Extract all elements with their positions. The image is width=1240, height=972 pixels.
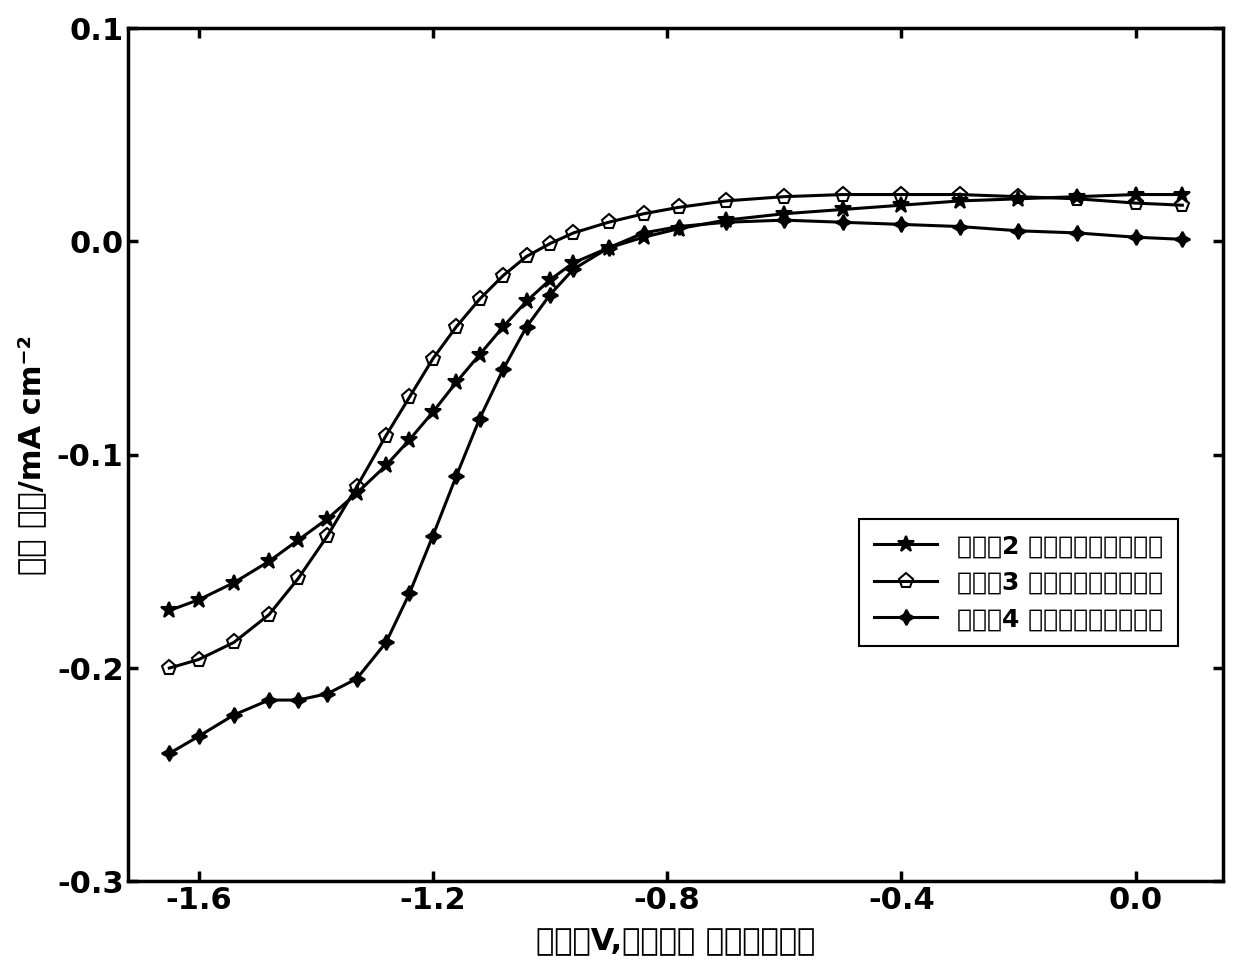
实施例2 二氧化碳还原催化剂 bbox=[496, 321, 511, 332]
实施例3 二氧化碳还原催化剂 bbox=[262, 608, 277, 620]
实施例3 二氧化碳还原催化剂 bbox=[565, 227, 580, 239]
实施例2 二氧化碳还原催化剂 bbox=[350, 487, 365, 499]
实施例2 二氧化碳还原催化剂 bbox=[894, 199, 909, 211]
实施例3 二氧化碳还原催化剂 bbox=[191, 654, 206, 666]
实施例3 二氧化碳还原催化剂 bbox=[601, 217, 616, 228]
实施例2 二氧化碳还原催化剂 bbox=[425, 406, 440, 418]
实施例4 二氧化碳还原催化剂 bbox=[1070, 227, 1085, 239]
实施例2 二氧化碳还原催化剂 bbox=[776, 208, 791, 220]
实施例3 二氧化碳还原催化剂 bbox=[952, 189, 967, 200]
实施例2 二氧化碳还原催化剂 bbox=[601, 242, 616, 254]
实施例3 二氧化碳还原催化剂 bbox=[350, 481, 365, 493]
实施例2 二氧化碳还原催化剂 bbox=[191, 594, 206, 606]
Line: 实施例2 二氧化碳还原催化剂: 实施例2 二氧化碳还原催化剂 bbox=[161, 187, 1190, 619]
实施例3 二氧化碳还原催化剂 bbox=[836, 189, 851, 200]
实施例4 二氧化碳还原催化剂 bbox=[320, 688, 335, 700]
实施例3 二氧化碳还原催化剂 bbox=[1011, 191, 1025, 202]
实施例2 二氧化碳还原催化剂 bbox=[543, 274, 558, 286]
实施例4 二氧化碳还原催化剂 bbox=[543, 289, 558, 300]
实施例2 二氧化碳还原催化剂 bbox=[1011, 193, 1025, 205]
Line: 实施例3 二氧化碳还原催化剂: 实施例3 二氧化碳还原催化剂 bbox=[161, 187, 1190, 676]
实施例2 二氧化碳还原催化剂 bbox=[262, 556, 277, 568]
实施例2 二氧化碳还原催化剂 bbox=[718, 214, 733, 226]
实施例4 二氧化碳还原催化剂 bbox=[718, 217, 733, 228]
实施例3 二氧化碳还原催化剂 bbox=[520, 251, 534, 262]
实施例3 二氧化碳还原催化剂 bbox=[402, 392, 417, 403]
Legend: 实施例2 二氧化碳还原催化剂, 实施例3 二氧化碳还原催化剂, 实施例4 二氧化碳还原催化剂: 实施例2 二氧化碳还原催化剂, 实施例3 二氧化碳还原催化剂, 实施例4 二氧化… bbox=[859, 519, 1178, 646]
实施例3 二氧化碳还原催化剂 bbox=[472, 294, 487, 305]
实施例3 二氧化碳还原催化剂 bbox=[776, 191, 791, 202]
实施例3 二氧化碳还原催化剂 bbox=[1128, 197, 1143, 209]
实施例2 二氧化碳还原催化剂 bbox=[402, 434, 417, 446]
实施例3 二氧化碳还原催化剂 bbox=[290, 573, 305, 584]
X-axis label: 电位（V,相对于饱 和甘汞电极）: 电位（V,相对于饱 和甘汞电极） bbox=[536, 926, 816, 955]
实施例3 二氧化碳还原催化剂 bbox=[636, 208, 651, 220]
实施例2 二氧化碳还原催化剂 bbox=[636, 231, 651, 243]
实施例4 二氧化碳还原催化剂 bbox=[496, 364, 511, 375]
实施例4 二氧化碳还原催化剂 bbox=[1128, 231, 1143, 243]
实施例4 二氧化碳还原催化剂 bbox=[601, 242, 616, 254]
实施例3 二氧化碳还原催化剂 bbox=[1070, 193, 1085, 205]
实施例3 二氧化碳还原催化剂 bbox=[378, 430, 393, 441]
实施例4 二氧化碳还原催化剂 bbox=[836, 217, 851, 228]
实施例3 二氧化碳还原催化剂 bbox=[162, 662, 177, 674]
实施例4 二氧化碳还原催化剂 bbox=[227, 710, 242, 721]
实施例4 二氧化碳还原催化剂 bbox=[378, 637, 393, 648]
实施例2 二氧化碳还原催化剂 bbox=[1070, 191, 1085, 202]
实施例4 二氧化碳还原催化剂 bbox=[449, 470, 464, 482]
实施例2 二氧化碳还原催化剂 bbox=[449, 376, 464, 388]
实施例4 二氧化碳还原催化剂 bbox=[952, 221, 967, 232]
实施例4 二氧化碳还原催化剂 bbox=[402, 588, 417, 600]
Y-axis label: 电流 密度/mA cm⁻²: 电流 密度/mA cm⁻² bbox=[16, 334, 46, 574]
实施例3 二氧化碳还原催化剂 bbox=[227, 637, 242, 648]
实施例4 二氧化碳还原催化剂 bbox=[425, 530, 440, 541]
实施例3 二氧化碳还原催化剂 bbox=[543, 238, 558, 250]
实施例3 二氧化碳还原催化剂 bbox=[496, 270, 511, 282]
实施例4 二氧化碳还原催化剂 bbox=[565, 263, 580, 275]
实施例2 二氧化碳还原催化剂 bbox=[227, 577, 242, 589]
实施例4 二氧化碳还原催化剂 bbox=[636, 227, 651, 239]
实施例2 二氧化碳还原催化剂 bbox=[162, 605, 177, 616]
实施例2 二氧化碳还原催化剂 bbox=[520, 295, 534, 307]
实施例2 二氧化碳还原催化剂 bbox=[671, 223, 686, 234]
实施例4 二氧化碳还原催化剂 bbox=[1011, 225, 1025, 236]
实施例4 二氧化碳还原催化剂 bbox=[671, 221, 686, 232]
实施例2 二氧化碳还原催化剂 bbox=[836, 204, 851, 216]
实施例3 二氧化碳还原催化剂 bbox=[671, 201, 686, 213]
实施例4 二氧化碳还原催化剂 bbox=[472, 413, 487, 425]
实施例4 二氧化碳还原催化剂 bbox=[290, 694, 305, 706]
实施例2 二氧化碳还原催化剂 bbox=[290, 535, 305, 546]
实施例4 二氧化碳还原催化剂 bbox=[262, 694, 277, 706]
实施例3 二氧化碳还原催化剂 bbox=[425, 353, 440, 364]
实施例2 二氧化碳还原催化剂 bbox=[378, 460, 393, 471]
实施例4 二氧化碳还原催化剂 bbox=[1176, 233, 1190, 245]
实施例4 二氧化碳还原催化剂 bbox=[894, 219, 909, 230]
实施例3 二氧化碳还原催化剂 bbox=[718, 195, 733, 207]
实施例2 二氧化碳还原催化剂 bbox=[952, 195, 967, 207]
实施例3 二氧化碳还原催化剂 bbox=[1176, 199, 1190, 211]
Line: 实施例4 二氧化碳还原催化剂: 实施例4 二氧化碳还原催化剂 bbox=[161, 213, 1190, 761]
实施例3 二氧化碳还原催化剂 bbox=[320, 530, 335, 541]
实施例4 二氧化碳还原催化剂 bbox=[191, 731, 206, 743]
实施例3 二氧化碳还原催化剂 bbox=[449, 321, 464, 332]
实施例2 二氧化碳还原催化剂 bbox=[472, 349, 487, 361]
实施例2 二氧化碳还原催化剂 bbox=[320, 513, 335, 525]
实施例4 二氧化碳还原催化剂 bbox=[776, 214, 791, 226]
实施例3 二氧化碳还原催化剂 bbox=[894, 189, 909, 200]
实施例2 二氧化碳还原催化剂 bbox=[565, 257, 580, 268]
实施例4 二氧化碳还原催化剂 bbox=[350, 673, 365, 684]
实施例2 二氧化碳还原催化剂 bbox=[1128, 189, 1143, 200]
实施例4 二氧化碳还原催化剂 bbox=[162, 747, 177, 759]
实施例2 二氧化碳还原催化剂 bbox=[1176, 189, 1190, 200]
实施例4 二氧化碳还原催化剂 bbox=[520, 321, 534, 332]
